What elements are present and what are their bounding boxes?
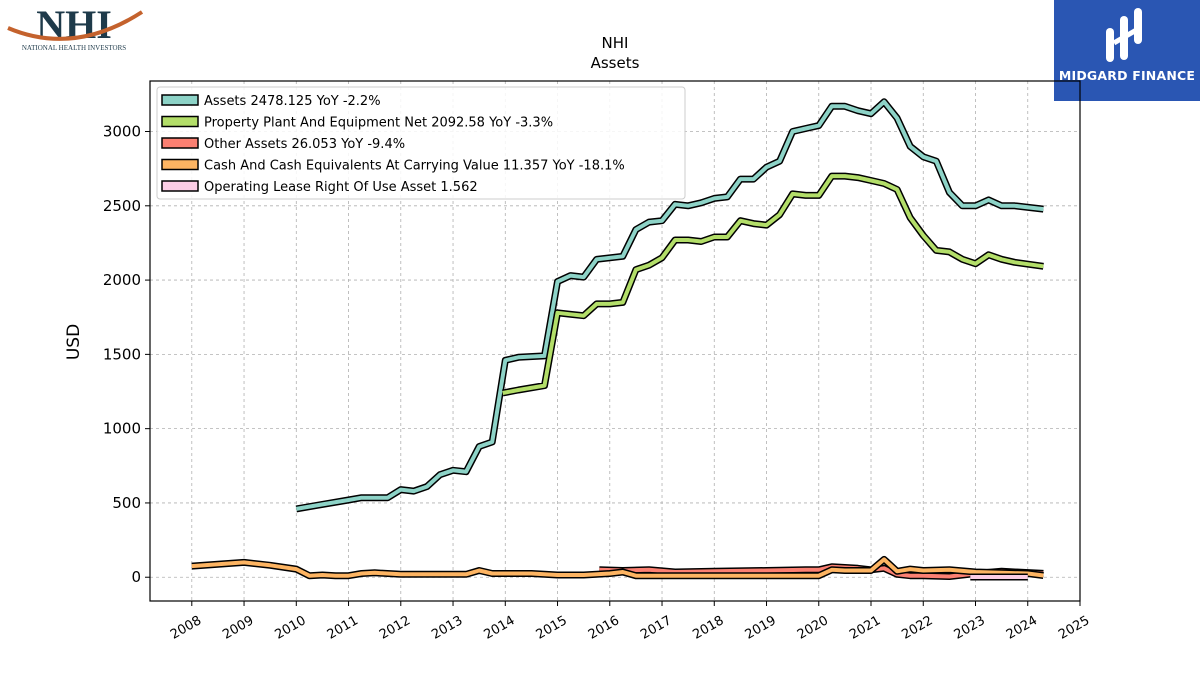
series-stroke xyxy=(191,557,1044,578)
series-lines xyxy=(191,98,1044,581)
legend-label: Cash And Cash Equivalents At Carrying Va… xyxy=(204,159,625,174)
legend-swatch xyxy=(161,180,199,192)
legend-swatch xyxy=(161,137,199,149)
legend-label: Assets 2478.125 YoY -2.2% xyxy=(204,94,381,109)
legend-item-3: Cash And Cash Equivalents At Carrying Va… xyxy=(161,158,625,174)
legend: Assets 2478.125 YoY -2.2% Property Plant … xyxy=(156,86,686,200)
x-tick-label: 2014 xyxy=(481,613,517,643)
y-axis-label: USD xyxy=(64,324,84,360)
x-tick-label: 2012 xyxy=(377,613,413,643)
x-tick-label: 2020 xyxy=(795,613,831,643)
y-tick-label: 2000 xyxy=(103,271,141,289)
series-stroke xyxy=(295,99,1044,511)
y-tick-label: 1500 xyxy=(103,345,141,363)
x-tick-label: 2009 xyxy=(220,613,256,643)
y-tick-label: 0 xyxy=(131,568,141,586)
midgard-emblem-icon xyxy=(1106,8,1142,62)
x-tick-label: 2019 xyxy=(743,613,779,643)
legend-item-2: Other Assets 26.053 YoY -9.4% xyxy=(161,137,405,152)
x-tick-label: 2021 xyxy=(847,613,883,643)
x-tick-label: 2018 xyxy=(690,613,726,643)
x-tick-label: 2023 xyxy=(952,613,988,643)
legend-item-4: Operating Lease Right Of Use Asset 1.562 xyxy=(161,180,478,195)
series-stroke xyxy=(502,174,1044,395)
legend-label: Operating Lease Right Of Use Asset 1.562 xyxy=(204,180,478,195)
legend-swatch xyxy=(161,115,199,128)
x-tick-label: 2016 xyxy=(586,613,622,643)
y-tick-label: 2500 xyxy=(103,197,141,215)
series-line-1 xyxy=(502,172,1044,397)
x-tick-label: 2010 xyxy=(272,613,308,643)
series-line-0 xyxy=(295,98,1044,513)
legend-swatch xyxy=(161,94,199,106)
x-tick-label: 2015 xyxy=(534,613,570,643)
chart-title: NHI xyxy=(602,34,629,52)
legend-label: Other Assets 26.053 YoY -9.4% xyxy=(204,137,405,152)
plot-frame xyxy=(149,80,1081,602)
x-tick-label: 2008 xyxy=(168,613,204,643)
chart-subtitle: Assets xyxy=(591,54,640,72)
midgard-brand-text: MIDGARD FINANCE xyxy=(1058,68,1196,83)
x-tick-label: 2011 xyxy=(325,613,361,643)
midgard-finance-logo: MIDGARD FINANCE xyxy=(1054,0,1200,101)
legend-box xyxy=(156,86,686,200)
series-line-3 xyxy=(191,555,1044,580)
y-tick-label: 1000 xyxy=(103,420,141,438)
x-tick-label: 2022 xyxy=(899,613,935,643)
nhi-logo-subtitle: NATIONAL HEALTH INVESTORS xyxy=(22,44,126,52)
x-tick-label: 2013 xyxy=(429,613,465,643)
y-tick-label: 3000 xyxy=(103,123,141,141)
nhi-logo: NHI NATIONAL HEALTH INVESTORS xyxy=(4,2,144,54)
legend-item-0: Assets 2478.125 YoY -2.2% xyxy=(161,94,381,109)
nhi-logo-swoosh xyxy=(7,10,144,41)
y-tick-label: 500 xyxy=(112,494,141,512)
legend-item-1: Property Plant And Equipment Net 2092.58… xyxy=(161,115,553,131)
legend-swatch xyxy=(161,158,199,171)
x-tick-label: 2025 xyxy=(1056,613,1092,643)
legend-label: Property Plant And Equipment Net 2092.58… xyxy=(204,116,553,131)
x-tick-label: 2024 xyxy=(1004,613,1040,643)
x-tick-label: 2017 xyxy=(638,613,674,643)
